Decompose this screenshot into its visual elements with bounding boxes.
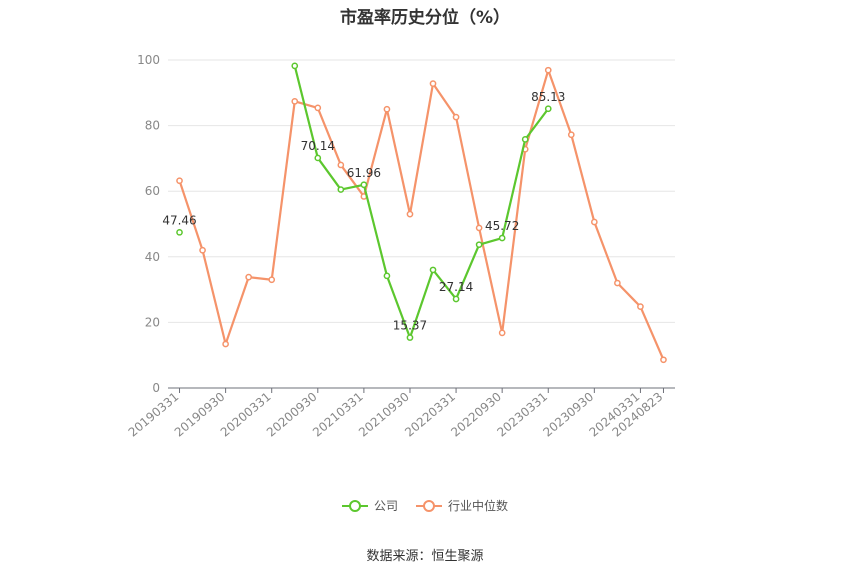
- data-point: [498, 234, 506, 242]
- data-label: 70.14: [301, 139, 335, 153]
- x-tick-label: 20200331: [218, 390, 274, 440]
- data-label: 45.72: [485, 219, 519, 233]
- data-point: [614, 279, 621, 287]
- data-point: [406, 334, 414, 341]
- data-point: [176, 177, 183, 185]
- x-tick-label: 20230331: [494, 390, 550, 440]
- x-tick-label: 20210331: [310, 390, 366, 440]
- x-tick-label: 20220930: [448, 390, 504, 440]
- x-tick-label: 20200930: [264, 390, 320, 440]
- legend-label: 行业中位数: [448, 499, 509, 513]
- data-point: [544, 66, 552, 74]
- series-line-0: [293, 65, 550, 339]
- y-tick-label: 0: [152, 381, 160, 395]
- chart-title: 市盈率历史分位（%）: [339, 8, 511, 28]
- data-point: [429, 80, 437, 87]
- y-tick-label: 60: [145, 184, 160, 198]
- data-point: [314, 104, 322, 112]
- data-point: [291, 97, 299, 105]
- data-point: [176, 228, 183, 236]
- data-point: [314, 154, 322, 162]
- data-point: [475, 241, 483, 249]
- data-point: [637, 303, 644, 311]
- data-point: [429, 266, 437, 274]
- x-tick-label: 20210930: [356, 390, 412, 440]
- y-tick-label: 80: [145, 119, 160, 133]
- x-tick-label: 20220331: [402, 390, 458, 440]
- x-tick-label: 20230930: [540, 390, 596, 440]
- data-point: [383, 272, 391, 280]
- source-note: 数据来源：恒生聚源: [366, 549, 484, 564]
- data-label: 15.37: [393, 319, 427, 333]
- x-tick-label: 20190930: [172, 390, 228, 440]
- data-point: [199, 246, 206, 254]
- legend-swatch: [416, 499, 442, 512]
- x-tick-label: 20190331: [126, 390, 182, 440]
- legend-item-0[interactable]: 公司: [341, 497, 398, 514]
- data-point: [475, 224, 483, 232]
- legend-label: 公司: [373, 499, 398, 513]
- y-tick-label: 40: [145, 250, 160, 264]
- data-point: [590, 218, 598, 226]
- data-point: [567, 131, 575, 139]
- data-point: [544, 105, 552, 113]
- data-point: [222, 340, 229, 348]
- series-line-1: [178, 69, 665, 361]
- data-point: [660, 356, 667, 364]
- legend-swatch: [341, 499, 368, 512]
- data-point: [268, 276, 276, 284]
- data-point: [291, 62, 299, 70]
- data-label: 85.13: [531, 90, 565, 104]
- data-label: 47.46: [162, 213, 196, 227]
- data-point: [360, 181, 368, 189]
- data-point: [245, 273, 253, 281]
- data-point: [498, 329, 506, 337]
- data-point: [383, 105, 391, 113]
- data-label: 61.96: [347, 166, 381, 180]
- data-point: [452, 113, 460, 121]
- data-point: [452, 295, 460, 303]
- y-tick-label: 100: [137, 53, 160, 67]
- y-tick-label: 20: [145, 315, 160, 329]
- data-point: [521, 136, 529, 143]
- data-point: [337, 186, 345, 193]
- data-point: [337, 161, 345, 169]
- legend-item-1[interactable]: 行业中位数: [416, 497, 508, 514]
- data-point: [406, 210, 414, 218]
- legend: 公司 行业中位数: [0, 497, 850, 514]
- data-label: 27.14: [439, 280, 473, 294]
